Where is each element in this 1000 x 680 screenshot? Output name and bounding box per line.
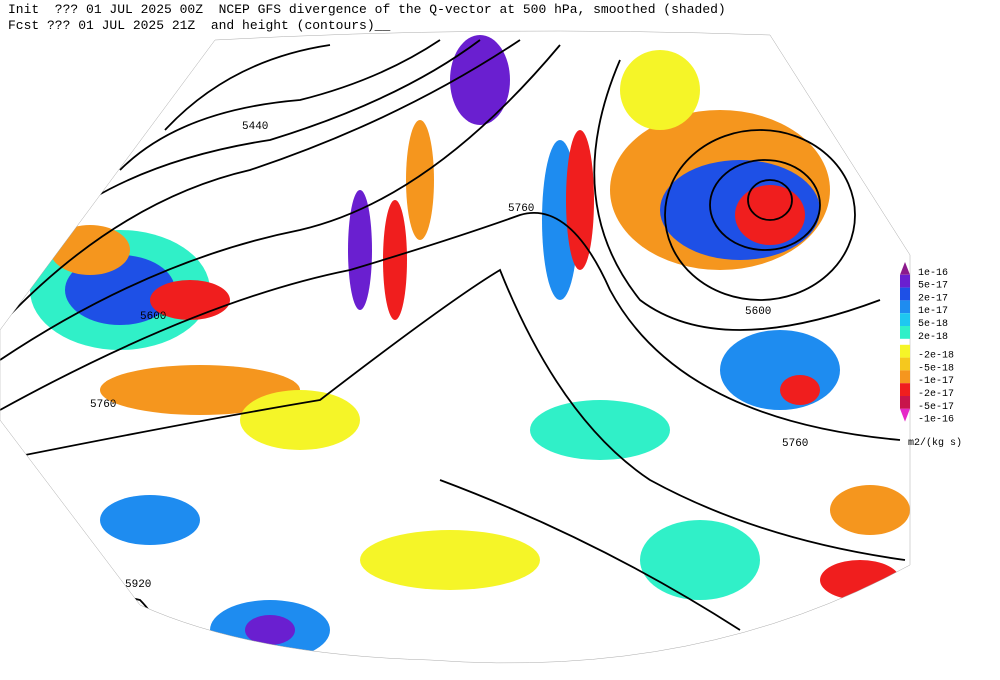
legend-label: -2e-18	[918, 351, 954, 362]
legend-swatch	[900, 262, 910, 275]
legend-label: 2e-17	[918, 293, 948, 304]
legend-label: 2e-18	[918, 332, 948, 343]
shading	[30, 35, 910, 660]
legend-label: 5e-18	[918, 319, 948, 330]
contour-labels: 5440 5760 5600 5600 5760 5760 5920	[90, 121, 808, 591]
legend-label: 5e-17	[918, 281, 948, 292]
contour-label: 5600	[140, 311, 166, 323]
legend-label: -1e-16	[918, 415, 954, 426]
contour-label: 5600	[745, 306, 771, 318]
legend-swatch	[900, 357, 910, 371]
contour-label: 5440	[242, 121, 268, 133]
legend-label: -1e-17	[918, 376, 954, 387]
legend: 1e-165e-172e-171e-175e-182e-18-2e-18-5e-…	[900, 262, 954, 426]
contour-label: 5760	[782, 438, 808, 450]
legend-swatch	[900, 326, 910, 339]
legend-label: 1e-16	[918, 268, 948, 279]
contour-label: 5920	[125, 579, 151, 591]
legend-swatch	[900, 396, 910, 409]
legend-label: -5e-18	[918, 363, 954, 374]
legend-unit: m2/(kg s)	[908, 437, 962, 449]
legend-swatch	[900, 300, 910, 314]
legend-label: -2e-17	[918, 389, 954, 400]
contour-label: 5760	[90, 399, 116, 411]
legend-swatch	[900, 313, 910, 326]
legend-swatch	[900, 408, 910, 422]
legend-swatch	[900, 287, 910, 301]
header-line: Fcst ??? 01 JUL 2025 21Z and height (con…	[8, 18, 390, 33]
legend-swatch	[900, 274, 910, 288]
legend-label: 1e-17	[918, 306, 948, 317]
legend-label: -5e-17	[918, 402, 954, 413]
legend-swatch	[900, 370, 910, 384]
legend-swatch	[900, 344, 910, 358]
map-border	[0, 30, 911, 664]
legend-swatch	[900, 383, 910, 396]
contour-label: 5760	[508, 203, 534, 215]
header-line: Init ??? 01 JUL 2025 00Z NCEP GFS diverg…	[8, 2, 726, 17]
